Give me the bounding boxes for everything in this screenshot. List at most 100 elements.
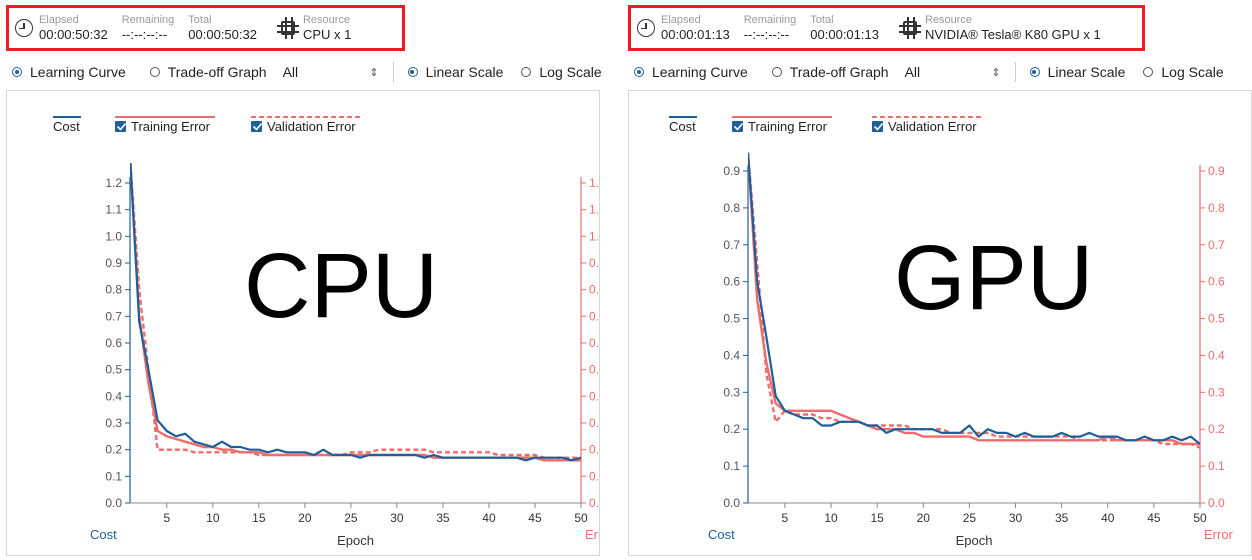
log-scale-radio[interactable]: Log Scale (1135, 64, 1224, 80)
left-y-tick-label: 0.9 (723, 164, 740, 178)
left-y-tick-label: 0.1 (105, 469, 122, 483)
left-y-tick-label: 0.9 (105, 256, 122, 270)
legend-validation-checkbox (251, 121, 262, 132)
check-icon (116, 122, 127, 131)
remaining-value: --:--:--:-- (121, 26, 168, 42)
right-y-tick-label: 0.0 (589, 496, 599, 510)
resource-value: CPU x 1 (302, 26, 352, 42)
right-axis-label: Error (585, 527, 599, 542)
total-label: Total (188, 13, 212, 26)
cost-series-line (748, 152, 1200, 445)
gpu-panel: Elapsed 00:00:01:13 Remaining --:--:--:-… (626, 0, 1252, 559)
left-y-tick-label: 1.2 (105, 176, 122, 190)
right-y-tick-label: 0.0 (1208, 496, 1225, 510)
left-y-tick-label: 0.8 (723, 201, 740, 215)
linear-scale-radio[interactable]: Linear Scale (1022, 64, 1125, 80)
resource-value: NVIDIA® Tesla® K80 GPU x 1 (924, 26, 1101, 42)
x-tick-label: 30 (1009, 511, 1023, 525)
total-label: Total (810, 13, 834, 26)
x-tick-label: 45 (528, 511, 542, 525)
right-y-tick-label: 1.2 (589, 176, 599, 190)
left-y-tick-label: 1.1 (105, 203, 122, 217)
left-y-tick-label: 1.0 (105, 229, 122, 243)
left-axis-label: Cost (90, 527, 117, 542)
linear-scale-radio[interactable]: Linear Scale (400, 64, 503, 80)
right-y-tick-label: 1.0 (589, 229, 599, 243)
cost-series-line (130, 163, 581, 462)
right-y-tick-label: 0.6 (589, 336, 599, 350)
left-y-tick-label: 0.5 (723, 312, 740, 326)
x-tick-label: 5 (163, 511, 170, 525)
x-tick-label: 25 (963, 511, 977, 525)
legend-training-label: Training Error (131, 119, 211, 134)
radio-empty-icon (521, 67, 532, 77)
run-info-box: Elapsed 00:00:50:32 Remaining --:--:--:-… (6, 5, 405, 51)
learning-curve-radio[interactable]: Learning Curve (4, 64, 126, 80)
total-value: 00:00:50:32 (188, 26, 257, 42)
tradeoff-graph-radio[interactable]: Trade-off Graph (142, 64, 267, 80)
x-tick-label: 20 (298, 511, 312, 525)
x-tick-label: 50 (1193, 511, 1207, 525)
right-y-tick-label: 0.2 (1208, 422, 1225, 436)
series-select-value: All (904, 64, 921, 80)
right-y-tick-label: 0.2 (589, 443, 599, 457)
x-tick-label: 10 (206, 511, 220, 525)
toolbar-divider (392, 62, 394, 82)
left-y-tick-label: 0.4 (723, 348, 740, 362)
legend-training-checkbox (732, 121, 743, 132)
series-select-value: All (282, 64, 299, 80)
remaining-value: --:--:--:-- (743, 26, 790, 42)
legend-validation-label: Validation Error (888, 119, 977, 134)
tradeoff-graph-label: Trade-off Graph (789, 64, 889, 80)
check-icon (252, 122, 263, 131)
log-scale-radio[interactable]: Log Scale (513, 64, 602, 80)
remaining-stat: Remaining --:--:--:-- (744, 14, 797, 43)
learning-curve-label: Learning Curve (30, 64, 126, 80)
left-y-tick-label: 0.2 (105, 443, 122, 457)
right-y-tick-label: 0.4 (589, 389, 599, 403)
right-y-tick-label: 0.9 (589, 256, 599, 270)
x-tick-label: 15 (870, 511, 884, 525)
left-y-tick-label: 0.6 (105, 336, 122, 350)
tradeoff-graph-label: Trade-off Graph (167, 64, 267, 80)
radio-empty-icon (1143, 67, 1154, 77)
elapsed-value: 00:00:50:32 (39, 26, 108, 42)
right-y-tick-label: 0.7 (589, 309, 599, 323)
series-select[interactable]: All ⇕ (905, 64, 1001, 80)
left-y-tick-label: 0.1 (723, 459, 740, 473)
left-y-tick-label: 0.6 (723, 275, 740, 289)
left-y-tick-label: 0.5 (105, 363, 122, 377)
remaining-stat: Remaining --:--:--:-- (122, 14, 175, 43)
right-y-tick-label: 0.5 (589, 363, 599, 377)
check-icon (733, 122, 744, 131)
cpu-panel: Elapsed 00:00:50:32 Remaining --:--:--:-… (4, 0, 622, 559)
clock-icon (637, 19, 655, 37)
right-y-tick-label: 0.1 (589, 469, 599, 483)
remaining-label: Remaining (121, 13, 175, 26)
legend-training-checkbox (115, 121, 126, 132)
tradeoff-graph-radio[interactable]: Trade-off Graph (764, 64, 889, 80)
series-select[interactable]: All ⇕ (283, 64, 379, 80)
right-y-tick-label: 0.8 (1208, 201, 1225, 215)
x-tick-label: 15 (252, 511, 266, 525)
learning-curve-radio[interactable]: Learning Curve (626, 64, 748, 80)
left-y-tick-label: 0.2 (723, 422, 740, 436)
learning-curve-label: Learning Curve (652, 64, 748, 80)
right-y-tick-label: 0.8 (589, 283, 599, 297)
x-tick-label: 20 (917, 511, 931, 525)
chart-toolbar: Learning Curve Trade-off Graph All ⇕ Line… (626, 58, 1244, 86)
resource-stat: Resource CPU x 1 (303, 14, 351, 43)
x-tick-label: 35 (1055, 511, 1069, 525)
processor-chip-icon (898, 17, 921, 39)
total-stat: Total 00:00:01:13 (810, 14, 879, 43)
left-y-tick-label: 0.7 (105, 309, 122, 323)
radio-selected-icon (407, 67, 418, 77)
clock-icon (15, 19, 33, 37)
processor-chip-icon (276, 17, 299, 39)
x-tick-label: 30 (390, 511, 404, 525)
elapsed-label: Elapsed (39, 13, 79, 26)
updown-chevron-icon: ⇕ (369, 66, 379, 79)
x-tick-label: 50 (574, 511, 588, 525)
left-y-tick-label: 0.0 (723, 496, 740, 510)
legend-validation-checkbox (872, 121, 883, 132)
